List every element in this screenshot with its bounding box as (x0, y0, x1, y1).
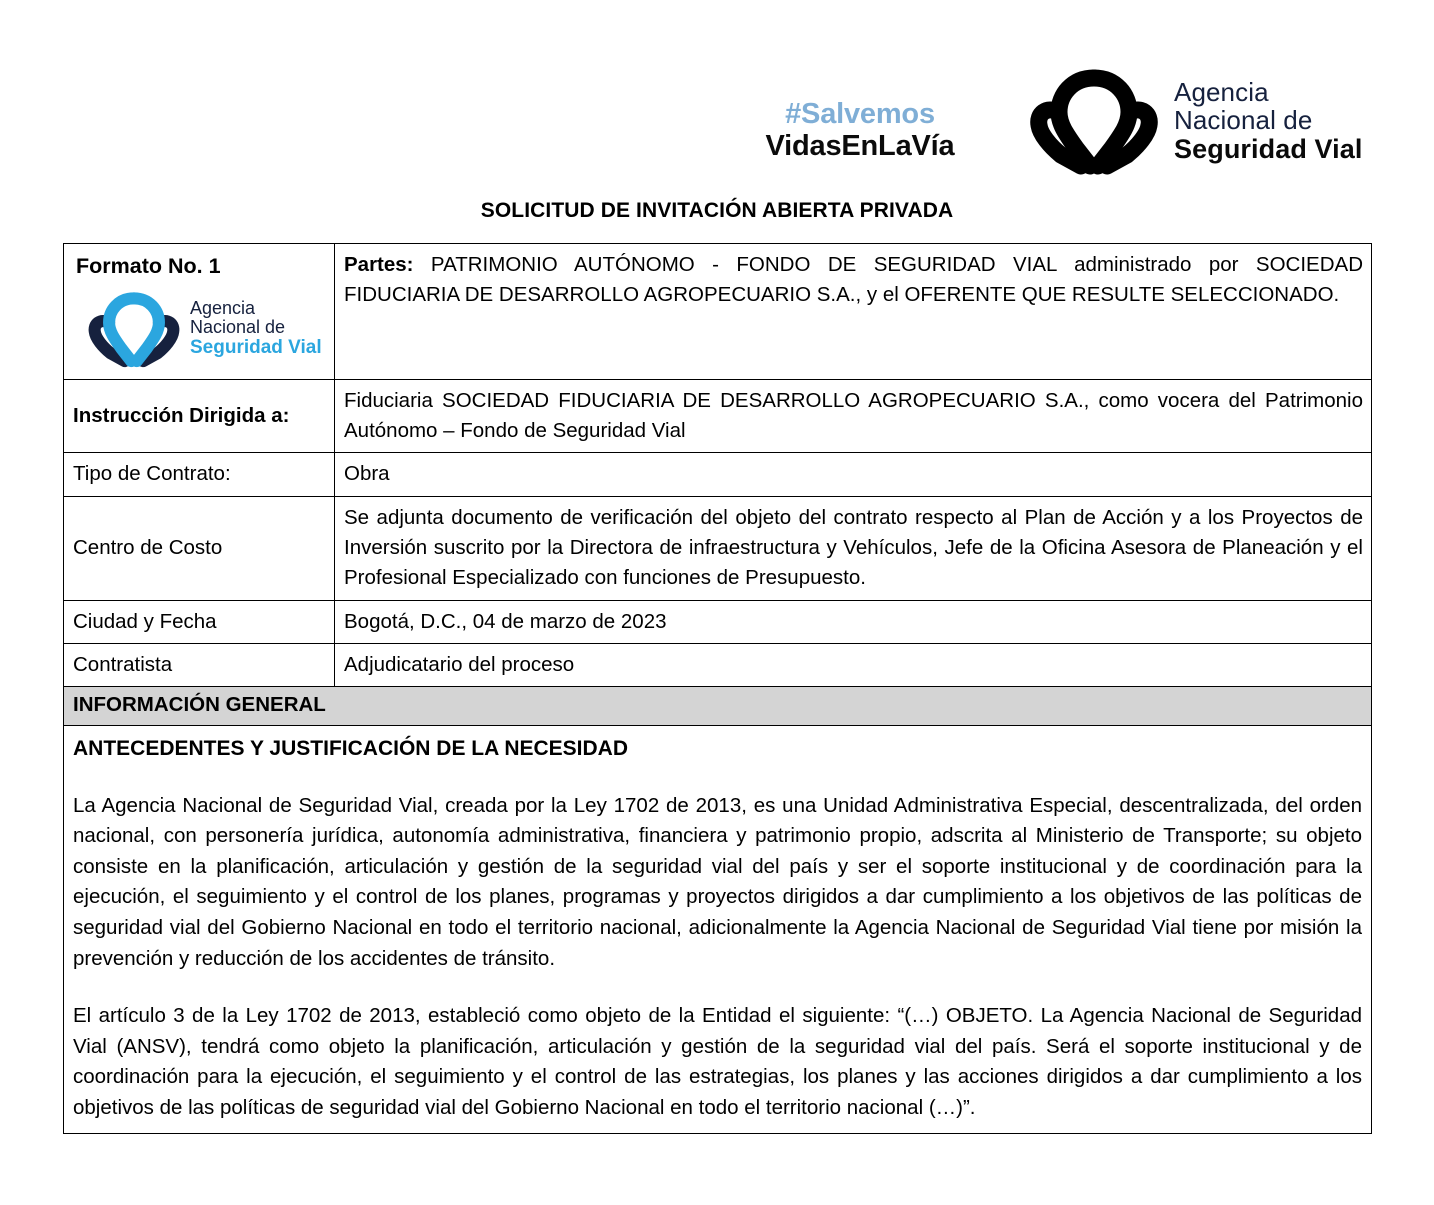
row-value-contratista: Adjudicatario del proceso (334, 643, 1372, 688)
ansv-logo-color: Agencia Nacional de Seguridad Vial (87, 285, 326, 373)
ansv-wordmark-line3: Seguridad Vial (190, 337, 322, 359)
ansv-wordmark-color: Agencia Nacional de Seguridad Vial (190, 297, 322, 359)
row-label-ciudad-fecha: Ciudad y Fecha (63, 599, 335, 645)
ansv-wordmark-line3: Seguridad Vial (1174, 133, 1363, 164)
ansv-wordmark-header: Agencia Nacional de Seguridad Vial (1174, 78, 1362, 163)
antecedentes-cell: ANTECEDENTES Y JUSTIFICACIÓN DE LA NECES… (63, 724, 1372, 1135)
solicitud-table: Formato No. 1 Agencia (63, 243, 1372, 1135)
antecedentes-heading: ANTECEDENTES Y JUSTIFICACIÓN DE LA NECES… (73, 736, 629, 760)
table-row: Instrucción Dirigida a: Fiduciaria SOCIE… (63, 378, 1372, 454)
row-value-ciudad-fecha: Bogotá, D.C., 04 de marzo de 2023 (334, 599, 1372, 645)
ansv-wordmark-line1: Agencia (190, 297, 256, 318)
formato-title: Formato No. 1 (76, 254, 221, 278)
document-header: #Salvemos VidasEnLaVía Agencia Nacional … (0, 0, 1434, 178)
table-row: Tipo de Contrato: Obra (63, 452, 1372, 497)
page-title: SOLICITUD DE INVITACIÓN ABIERTA PRIVADA (480, 199, 954, 222)
table-row: Contratista Adjudicatario del proceso (63, 643, 1372, 688)
row-label-tipo-contrato: Tipo de Contrato: (63, 452, 335, 497)
antecedentes-paragraph-2: El artículo 3 de la Ley 1702 de 2013, es… (73, 1004, 1362, 1119)
ansv-wordmark-line2: Nacional de (190, 317, 286, 338)
ansv-wordmark-line2: Nacional de (1174, 105, 1313, 136)
partes-value: PATRIMONIO AUTÓNOMO - FONDO DE SEGURIDAD… (344, 253, 1363, 307)
antecedentes-paragraph-1: La Agencia Nacional de Seguridad Vial, c… (73, 793, 1362, 970)
campaign-slogan-line2: VidasEnLaVía (765, 130, 955, 163)
partes-label: Partes: (344, 253, 414, 276)
row-value-centro-costo: Se adjunta documento de verificación del… (334, 495, 1372, 601)
row-value-instruccion: Fiduciaria SOCIEDAD FIDUCIARIA DE DESARR… (334, 378, 1372, 454)
campaign-slogan: #Salvemos VidasEnLaVía (740, 98, 980, 163)
ansv-logo-header: Agencia Nacional de Seguridad Vial (1028, 62, 1362, 180)
table-row: Formato No. 1 Agencia (63, 243, 1372, 380)
table-row: INFORMACIÓN GENERAL (63, 686, 1372, 726)
row-label-instruccion: Instrucción Dirigida a: (63, 378, 335, 454)
partes-cell: Partes: PATRIMONIO AUTÓNOMO - FONDO DE S… (334, 243, 1372, 380)
row-label-contratista: Contratista (63, 643, 335, 688)
table-row: Ciudad y Fecha Bogotá, D.C., 04 de marzo… (63, 599, 1372, 645)
row-label-centro-costo: Centro de Costo (63, 495, 335, 601)
formato-cell: Formato No. 1 Agencia (63, 243, 335, 380)
ansv-pin-icon (87, 285, 181, 373)
ansv-wordmark-line1: Agencia (1174, 77, 1269, 108)
table-row: ANTECEDENTES Y JUSTIFICACIÓN DE LA NECES… (63, 724, 1372, 1135)
section-band-informacion-general: INFORMACIÓN GENERAL (63, 686, 1372, 726)
ansv-pin-icon (1028, 62, 1160, 180)
row-value-tipo-contrato: Obra (334, 452, 1372, 497)
table-row: Centro de Costo Se adjunta documento de … (63, 495, 1372, 601)
campaign-slogan-line1: #Salvemos (785, 98, 935, 130)
